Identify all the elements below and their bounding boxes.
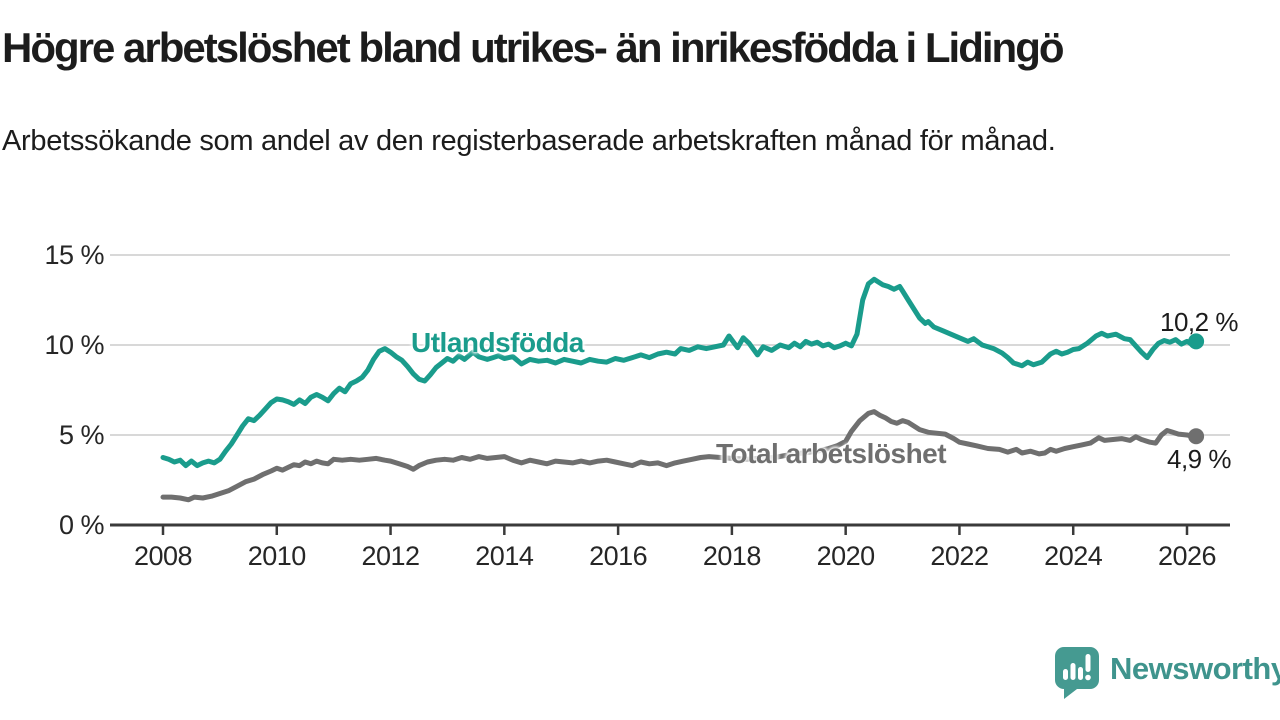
x-axis-label: 2016 <box>589 541 648 571</box>
y-axis-label: 0 % <box>58 510 105 540</box>
x-axis-label: 2020 <box>816 541 876 571</box>
end-value-label-utlandsfodda: 10,2 % <box>1160 307 1238 337</box>
series-label-utlandsfodda: Utlandsfödda <box>411 327 584 358</box>
x-axis-label: 2022 <box>930 541 989 571</box>
x-axis-label: 2018 <box>702 541 762 571</box>
end-point-dots <box>1188 333 1205 445</box>
y-axis-label: 5 % <box>58 420 105 450</box>
x-axis-label: 2010 <box>247 541 307 571</box>
series-label-total-arbetsloshet: Total arbetslöshet <box>716 438 947 469</box>
y-axis-label: 15 % <box>44 240 104 270</box>
chart-subtitle: Arbetssökande som andel av den registerb… <box>2 125 1056 157</box>
x-axis-label: 2026 <box>1157 541 1217 571</box>
y-axis-label: 10 % <box>44 330 104 360</box>
end-dot-utlandsfodda <box>1188 333 1205 350</box>
end-dot-total <box>1188 428 1205 445</box>
x-axis <box>110 523 1230 535</box>
x-axis-label: 2024 <box>1044 541 1103 571</box>
x-axis-label: 2012 <box>361 541 421 571</box>
x-axis-label: 2008 <box>133 541 193 571</box>
line-utlandsfodda <box>160 276 1199 469</box>
gridlines <box>110 254 1230 436</box>
data-lines <box>160 276 1199 503</box>
newsworthy-logo: Newsworthy <box>1054 646 1280 700</box>
x-axis-label: 2014 <box>475 541 534 571</box>
line-total <box>160 409 1199 503</box>
newsworthy-logo-text: Newsworthy <box>1110 651 1280 686</box>
page-title: Högre arbetslöshet bland utrikes- än inr… <box>2 24 1065 71</box>
end-value-label-total: 4,9 % <box>1167 444 1232 474</box>
newsworthy-logo-icon <box>1055 647 1099 699</box>
